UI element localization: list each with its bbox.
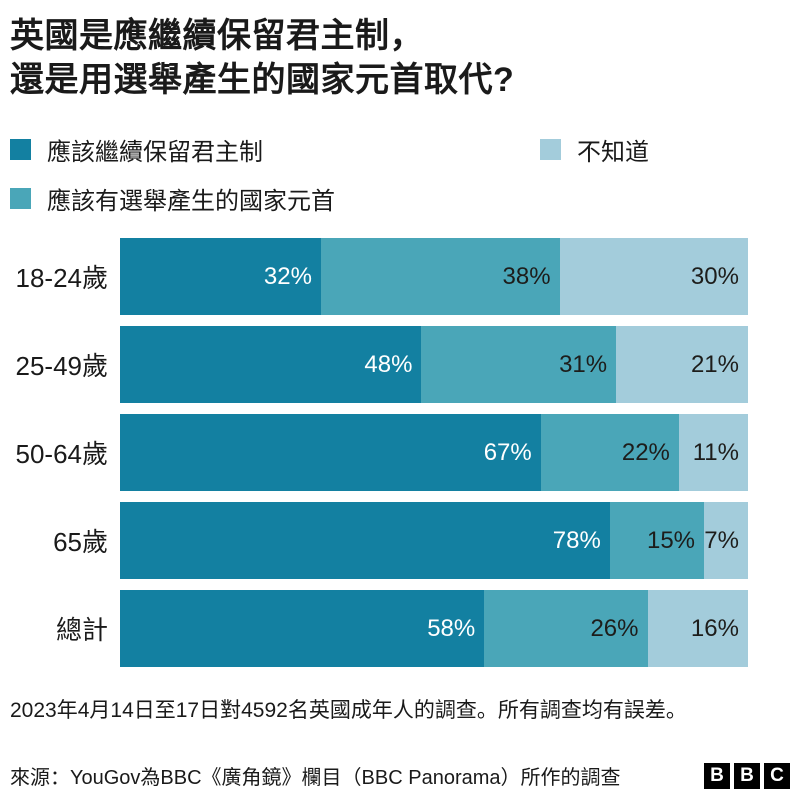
bbc-logo-letter: B xyxy=(734,762,760,789)
bar-row: 50-64歲 67% 22% 11% xyxy=(10,414,790,492)
source-text: 來源：YouGov為BBC《廣角鏡》欄目（BBC Panorama）所作的調查 xyxy=(10,767,621,790)
legend-label-keep-monarchy: 應該繼續保留君主制 xyxy=(47,139,263,167)
bar-row: 25-49歲 48% 31% 21% xyxy=(10,326,790,404)
category-label: 65歲 xyxy=(53,527,108,558)
category-label: 50-64歲 xyxy=(15,439,109,470)
bar-segment: 11% xyxy=(678,414,748,492)
bar-segment: 26% xyxy=(484,590,648,668)
bbc-logo-letter: B xyxy=(704,762,730,789)
bar-segment: 15% xyxy=(609,502,705,580)
stacked-bar: 67% 22% 11% xyxy=(120,414,748,492)
bar-segment: 58% xyxy=(120,590,485,668)
footer: 來源：YouGov為BBC《廣角鏡》欄目（BBC Panorama）所作的調查 … xyxy=(10,750,790,802)
bar-segment: 30% xyxy=(559,238,748,316)
bar-segment: 48% xyxy=(120,326,422,404)
legend-label-dont-know: 不知道 xyxy=(577,139,649,167)
legend-item-dont-know: 不知道 xyxy=(540,132,790,167)
bar-row: 18-24歲 32% 38% 30% xyxy=(10,238,790,316)
stacked-bar: 48% 31% 21% xyxy=(120,326,748,404)
legend-label-elected-head: 應該有選舉產生的國家元首 xyxy=(47,188,335,216)
footnote: 2023年4月14日至17日對4592名英國成年人的調查。所有調查均有誤差。 xyxy=(10,699,687,723)
bar-segment: 16% xyxy=(647,590,748,668)
category-label: 25-49歲 xyxy=(15,351,109,382)
stacked-bar-chart: 18-24歲 32% 38% 30% 25-49歲 48% 31% 21% 50-64歲 67% 2… xyxy=(10,238,790,678)
legend-item-elected-head: 應該有選舉產生的國家元首 xyxy=(10,181,540,216)
legend-item-keep-monarchy: 應該繼續保留君主制 xyxy=(10,132,540,167)
legend-swatch-keep-monarchy xyxy=(10,139,31,161)
bar-segment: 22% xyxy=(540,414,679,492)
stacked-bar: 78% 15% 7% xyxy=(120,502,748,580)
chart-title: 英國是應繼續保留君主制， 還是用選舉產生的國家元首取代? xyxy=(10,14,790,102)
chart-title-line2: 還是用選舉產生的國家元首取代? xyxy=(10,61,515,100)
bar-segment: 31% xyxy=(421,326,617,404)
bar-segment: 67% xyxy=(120,414,541,492)
legend-swatch-dont-know xyxy=(540,139,561,161)
bar-row: 總計 58% 26% 16% xyxy=(10,590,790,668)
legend-swatch-elected-head xyxy=(10,188,31,210)
stacked-bar: 32% 38% 30% xyxy=(120,238,748,316)
category-label: 總計 xyxy=(55,615,108,646)
bar-segment: 32% xyxy=(120,238,321,316)
bar-segment: 38% xyxy=(320,238,560,316)
category-label: 18-24歲 xyxy=(15,263,109,294)
bar-segment: 7% xyxy=(704,502,748,580)
legend: 應該繼續保留君主制 不知道 應該有選舉產生的國家元首 xyxy=(10,132,790,216)
chart-title-line1: 英國是應繼續保留君主制， xyxy=(10,17,424,55)
chart-card: 英國是應繼續保留君主制， 還是用選舉產生的國家元首取代? 應該繼續保留君主制 不知… xyxy=(10,14,790,789)
stacked-bar: 58% 26% 16% xyxy=(120,590,748,668)
bar-segment: 78% xyxy=(120,502,610,580)
bar-row: 65歲 78% 15% 7% xyxy=(10,502,790,580)
bbc-logo: B B C xyxy=(704,762,790,789)
bbc-logo-letter: C xyxy=(764,762,790,789)
bar-segment: 21% xyxy=(616,326,748,404)
